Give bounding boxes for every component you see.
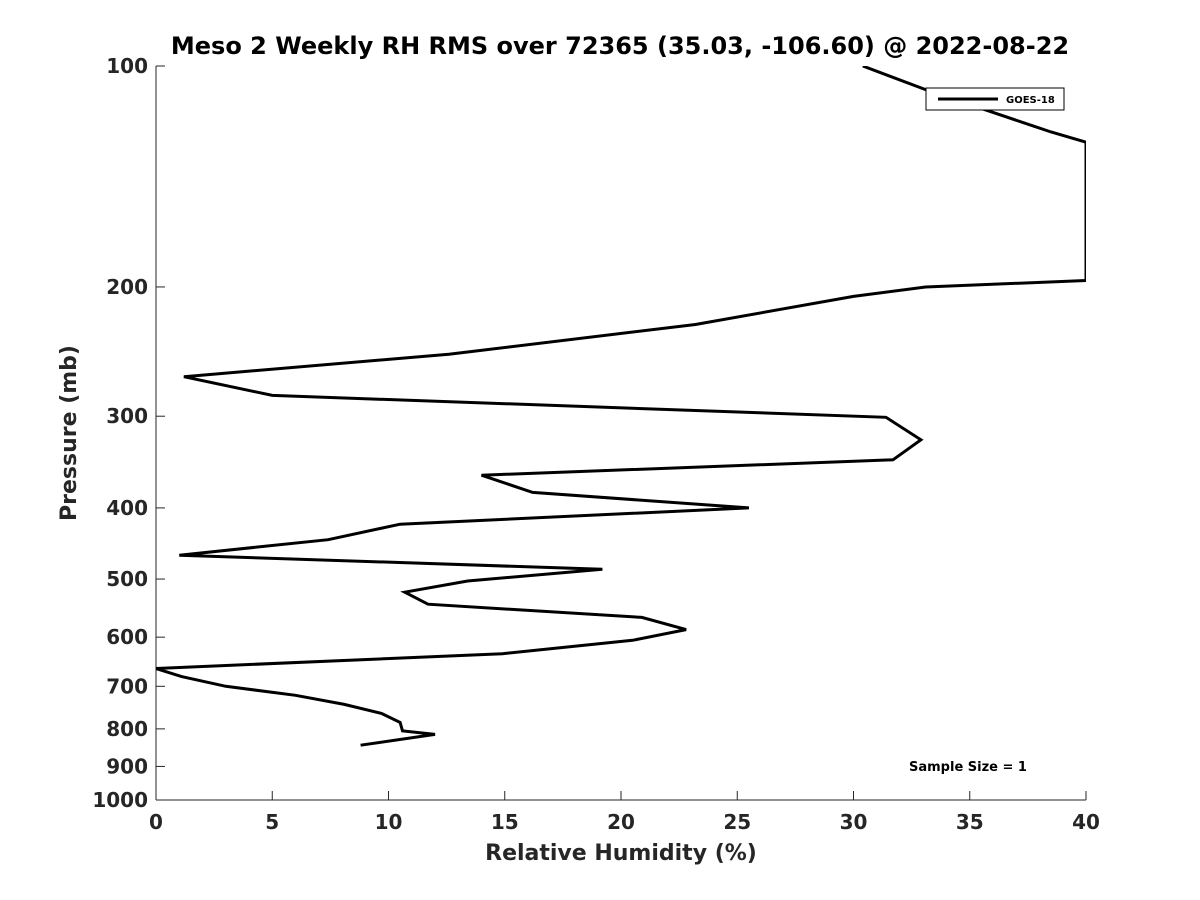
chart-title: Meso 2 Weekly RH RMS over 72365 (35.03, … xyxy=(171,32,1069,60)
y-tick-label: 300 xyxy=(106,404,148,428)
y-tick-label: 800 xyxy=(106,717,148,741)
y-axis-label: Pressure (mb) xyxy=(57,345,82,521)
x-tick-label: 35 xyxy=(956,810,984,834)
x-axis-label: Relative Humidity (%) xyxy=(485,841,757,866)
series-line-goes-18 xyxy=(156,66,1086,747)
x-tick-label: 10 xyxy=(375,810,403,834)
x-tick-label: 30 xyxy=(840,810,868,834)
y-tick-label: 100 xyxy=(106,54,148,78)
y-tick-label: 600 xyxy=(106,625,148,649)
x-tick-label: 20 xyxy=(607,810,635,834)
x-axis-ticks: 0 5 10 15 20 25 30 35 40 xyxy=(149,791,1100,834)
y-tick-label: 900 xyxy=(106,754,148,778)
legend: GOES-18 xyxy=(925,87,1065,111)
y-tick-label: 500 xyxy=(106,567,148,591)
axes xyxy=(155,66,1086,801)
x-tick-label: 15 xyxy=(491,810,519,834)
y-tick-label: 700 xyxy=(106,674,148,698)
x-tick-label: 40 xyxy=(1072,810,1100,834)
legend-label-goes-18: GOES-18 xyxy=(1006,95,1055,106)
x-tick-label: 0 xyxy=(149,810,163,834)
y-tick-label: 400 xyxy=(106,496,148,520)
y-tick-label: 200 xyxy=(106,275,148,299)
x-tick-label: 25 xyxy=(723,810,751,834)
y-tick-label: 1000 xyxy=(92,788,148,812)
series-layer xyxy=(156,66,1086,747)
sample-size-annotation: Sample Size = 1 xyxy=(909,760,1027,775)
x-tick-label: 5 xyxy=(265,810,279,834)
y-axis-ticks: 100 200 300 400 500 600 700 800 900 1000 xyxy=(92,54,165,812)
